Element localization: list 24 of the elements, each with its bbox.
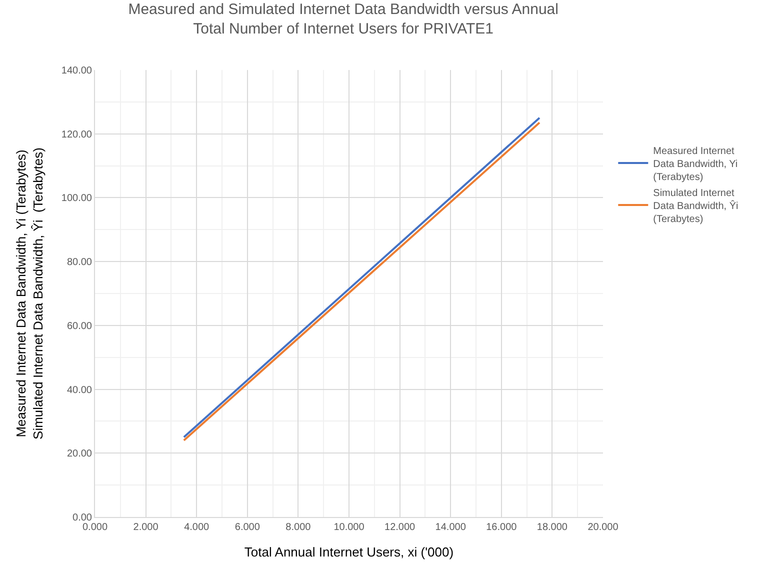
y-tick-label: 100.00 — [61, 193, 92, 204]
x-tick-label: 16.000 — [486, 522, 518, 533]
x-tick-label: 12.000 — [384, 522, 416, 533]
x-tick-label: 20.000 — [588, 522, 619, 533]
x-tick-label: 14.000 — [435, 522, 466, 533]
y-tick-label: 140.00 — [61, 66, 92, 76]
y-tick-label: 60.00 — [66, 320, 92, 332]
x-tick-label: 6.000 — [234, 522, 260, 533]
y-tick-label: 40.00 — [66, 384, 92, 396]
y-tick-label: 80.00 — [66, 257, 92, 268]
legend-label: Measured Internet Data Bandwidth, Yi (Terabytes) — [653, 146, 738, 183]
y-tick-label: 0.00 — [72, 512, 92, 524]
x-tick-label: 8.000 — [286, 522, 312, 533]
x-tick-label: 10.000 — [334, 522, 365, 533]
x-axis-title: Total Annual Internet Users, xi ('000) — [244, 544, 454, 560]
y-axis-title: Measured Internet Data Bandwidth, Yi (Terabytes) Simulated Internet Data Bandwidth, Ŷi (Terabytes) — [13, 148, 46, 440]
y-tick-label: 120.00 — [61, 129, 92, 140]
x-tick-label: 2.000 — [133, 522, 159, 533]
x-tick-label: 4.000 — [184, 522, 210, 533]
x-tick-label: 18.000 — [536, 522, 568, 533]
y-tick-label: 20.00 — [66, 448, 92, 460]
chart-title: Measured and Simulated Internet Data Bandwidth versus Annual Total Number of Internet Users for PRIVATE1 — [128, 1, 558, 38]
legend-label: Simulated Internet Data Bandwidth, Ŷi (Terabytes) — [653, 188, 738, 225]
x-tick-label: 0.000 — [82, 522, 108, 533]
